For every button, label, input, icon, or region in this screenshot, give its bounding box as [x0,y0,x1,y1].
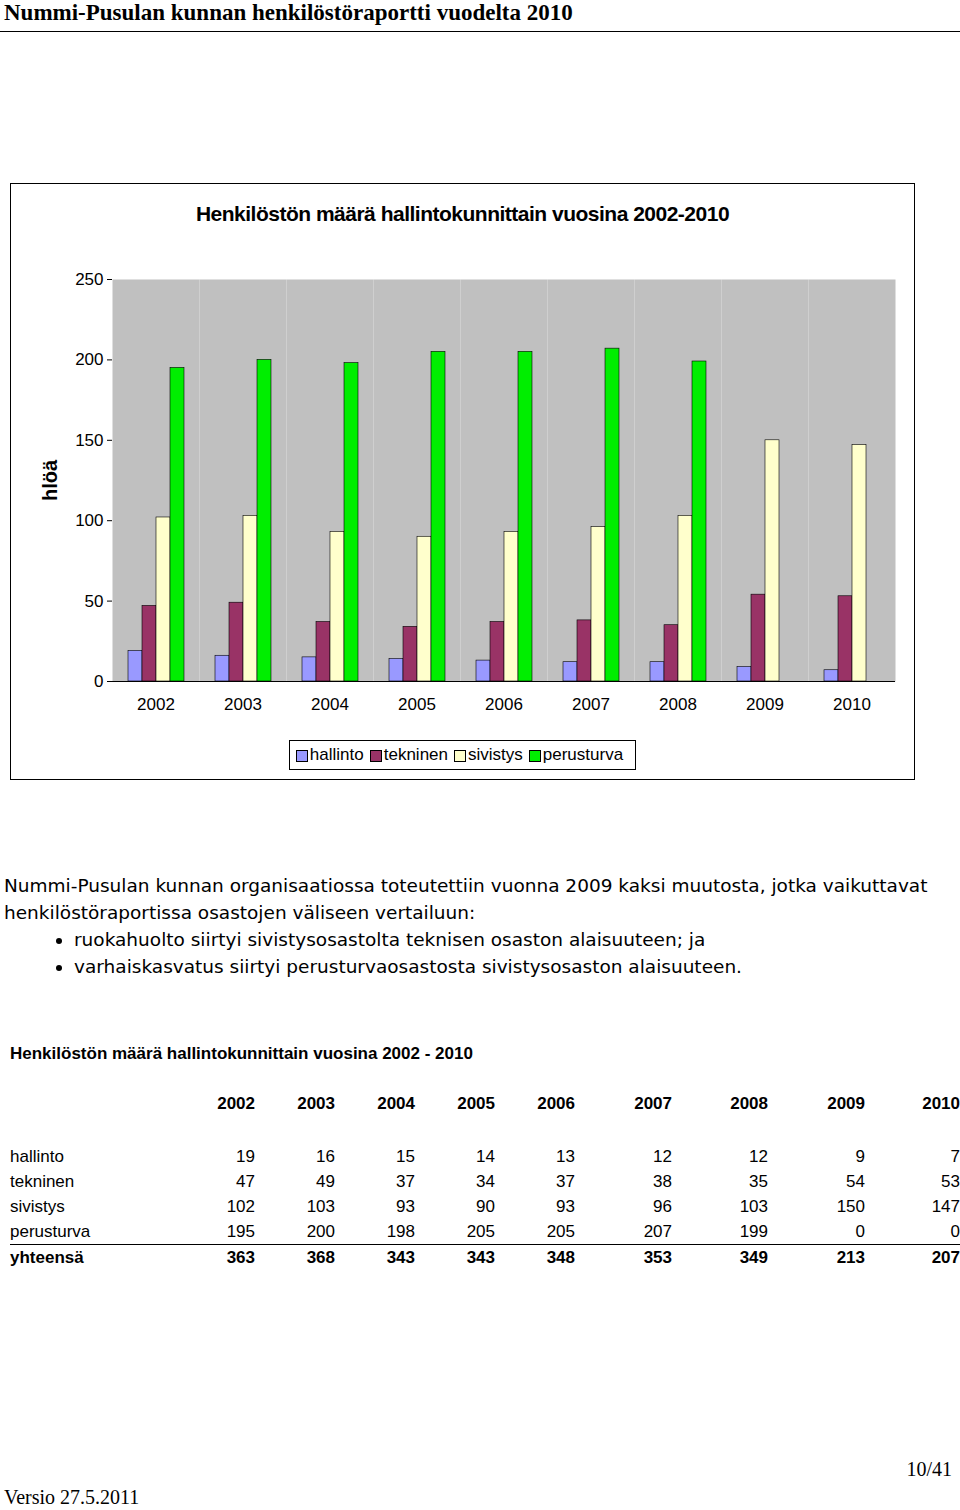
html-text:38: 38 [653,1171,672,1191]
html-text:tekninen: tekninen [10,1171,75,1191]
svg-text:250: 250 [75,270,103,289]
html-text:0: 0 [855,1221,865,1241]
html-text:213: 213 [836,1247,865,1267]
svg-text:2008: 2008 [659,695,697,714]
html-text:90: 90 [476,1196,495,1216]
html-text:yhteensä: yhteensä [10,1247,84,1267]
html-text:Nummi-Pusulan kunnan henkilöst: Nummi-Pusulan kunnan henkilöstöraportti … [4,0,573,25]
html-text:Nummi-Pusulan kunnan organisaa: Nummi-Pusulan kunnan organisaatiossa tot… [4,875,928,923]
svg-text:2006: 2006 [485,695,523,714]
svg-text:2003: 2003 [224,695,262,714]
html-text:93: 93 [556,1196,575,1216]
html-text:2009: 2009 [827,1094,865,1113]
html-text:47: 47 [236,1171,255,1191]
html-text:2003: 2003 [297,1094,335,1113]
html-text:103: 103 [306,1196,335,1216]
html-text:sivistys: sivistys [468,745,523,764]
html-text:14: 14 [476,1146,495,1166]
html-text:9: 9 [855,1146,865,1166]
html-text:53: 53 [941,1171,960,1191]
html-text:102: 102 [226,1196,255,1216]
html-text:349: 349 [739,1247,768,1267]
html-text:hallinto: hallinto [10,1146,64,1166]
html-text:16: 16 [316,1146,335,1166]
html-text:363: 363 [226,1247,255,1267]
html-text:195: 195 [226,1221,255,1241]
svg-text:150: 150 [75,431,103,450]
html-text:perusturva: perusturva [542,745,624,764]
svg-text:50: 50 [85,592,104,611]
html-text:Henkilöstön määrä hallintokunn: Henkilöstön määrä hallintokunnittain vuo… [195,202,730,225]
html-text:198: 198 [386,1221,415,1241]
html-text:2007: 2007 [634,1094,672,1113]
html-text:Henkilöstön määrä hallintokunn: Henkilöstön määrä hallintokunnittain vuo… [10,1044,473,1063]
svg-text:200: 200 [75,350,103,369]
html-text:200: 200 [306,1221,335,1241]
html-text:368: 368 [306,1247,335,1267]
svg-text:100: 100 [75,511,103,530]
html-text:tekninen: tekninen [383,745,448,764]
html-text:ruokahuolto siirtyi sivistysos: ruokahuolto siirtyi sivistysosastolta te… [74,929,706,950]
html-text:35: 35 [749,1171,768,1191]
html-text:12: 12 [749,1146,768,1166]
svg-text:2007: 2007 [572,695,610,714]
html-text:12: 12 [653,1146,672,1166]
html-text:34: 34 [476,1171,495,1191]
html-text:15: 15 [396,1146,415,1166]
svg-text:hlöä: hlöä [39,459,61,501]
html-text:49: 49 [316,1171,335,1191]
html-text:hallinto: hallinto [309,745,364,764]
html-text:207: 207 [643,1221,672,1241]
html-text:2010: 2010 [922,1094,960,1113]
svg-text:0: 0 [94,672,103,691]
svg-text:2004: 2004 [311,695,349,714]
html-text:2006: 2006 [537,1094,575,1113]
html-text:103: 103 [739,1196,768,1216]
html-text:93: 93 [396,1196,415,1216]
html-text:205: 205 [546,1221,575,1241]
html-text:7: 7 [950,1146,960,1166]
html-text:sivistys: sivistys [10,1196,65,1216]
html-text:54: 54 [846,1171,865,1191]
html-text:10/41: 10/41 [906,1458,952,1480]
html-text:varhaiskasvatus siirtyi perust: varhaiskasvatus siirtyi perusturvaosasto… [74,956,742,977]
svg-text:2005: 2005 [398,695,436,714]
html-text:199: 199 [739,1221,768,1241]
html-text:19: 19 [236,1146,255,1166]
html-text:2004: 2004 [377,1094,415,1113]
html-text:205: 205 [466,1221,495,1241]
html-text:343: 343 [466,1247,495,1267]
html-text:207: 207 [931,1247,960,1267]
html-text:13: 13 [556,1146,575,1166]
html-text:150: 150 [836,1196,865,1216]
html-text:2002: 2002 [217,1094,255,1113]
html-text:343: 343 [386,1247,415,1267]
svg-text:2002: 2002 [137,695,175,714]
html-text:96: 96 [653,1196,672,1216]
html-text:348: 348 [546,1247,575,1267]
html-text:2008: 2008 [730,1094,768,1113]
html-text:2005: 2005 [457,1094,495,1113]
html-text:0: 0 [950,1221,960,1241]
html-text:Versio 27.5.2011: Versio 27.5.2011 [4,1486,140,1508]
html-text:147: 147 [931,1196,960,1216]
svg-text:2009: 2009 [746,695,784,714]
svg-text:2010: 2010 [833,695,871,714]
html-text:37: 37 [396,1171,415,1191]
html-text:perusturva: perusturva [10,1221,91,1241]
html-text:353: 353 [643,1247,672,1267]
html-text:37: 37 [556,1171,575,1191]
